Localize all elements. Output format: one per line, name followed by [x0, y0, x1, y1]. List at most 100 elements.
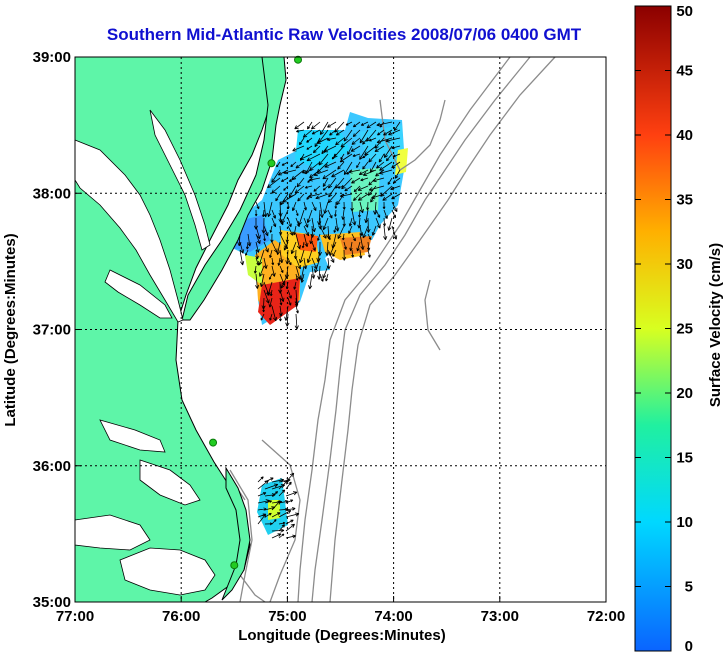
- velocity-arrow: [271, 491, 279, 497]
- velocity-arrow: [322, 177, 329, 188]
- velocity-arrow: [342, 233, 345, 241]
- velocity-arrow: [391, 201, 398, 213]
- velocity-arrow: [312, 145, 321, 154]
- velocity-arrow: [359, 225, 364, 236]
- colorbar-tick-label: 5: [685, 579, 693, 596]
- velocity-arrow: [288, 177, 297, 182]
- velocity-arrow: [271, 305, 278, 322]
- velocity-arrow: [378, 153, 385, 163]
- velocity-arrow: [325, 273, 329, 282]
- velocity-arrow: [246, 241, 249, 250]
- velocity-arrow: [263, 225, 269, 237]
- colorbar: 0 5 10 15 20 25 30 35 40 45 50 Surface Velocity (c…: [634, 3, 724, 655]
- velocity-arrow: [291, 201, 297, 212]
- velocity-arrow: [326, 257, 331, 270]
- velocity-arrow: [319, 273, 324, 282]
- velocity-arrow: [327, 121, 337, 128]
- velocity-arrow: [285, 249, 290, 265]
- velocity-arrow: [331, 169, 345, 178]
- y-tick-label: 37:00: [33, 322, 71, 339]
- velocity-arrow: [279, 297, 283, 306]
- velocity-arrow: [270, 233, 274, 243]
- velocity-arrow: [260, 313, 265, 321]
- velocity-arrow: [391, 161, 401, 169]
- velocity-arrow: [326, 137, 337, 141]
- velocity-arrow: [322, 169, 337, 180]
- velocity-arrow: [315, 193, 329, 200]
- velocity-arrow: [308, 273, 313, 290]
- velocity-arrow: [287, 225, 294, 236]
- velocity-arrow: [328, 185, 337, 198]
- velocity-arrow: [345, 121, 353, 126]
- velocity-arrow: [342, 201, 346, 210]
- coastal-landmass: [181, 56, 287, 321]
- velocity-arrow: [327, 249, 335, 263]
- velocity-arrow: [285, 281, 289, 290]
- velocity-arrow: [271, 533, 282, 539]
- velocity-arrow: [264, 512, 272, 518]
- velocity-arrow: [279, 217, 284, 226]
- velocity-arrow: [263, 289, 270, 304]
- velocity-arrow: [303, 217, 309, 228]
- velocity-arrow: [311, 129, 321, 135]
- velocity-arrow: [277, 257, 281, 266]
- velocity-arrow: [279, 265, 284, 273]
- velocity-arrow: [276, 241, 281, 255]
- velocity-arrow: [271, 185, 281, 194]
- velocity-arrow: [295, 217, 300, 227]
- velocity-arrow: [347, 145, 353, 155]
- velocity-arrow: [271, 257, 275, 266]
- velocity-patch: [340, 236, 372, 255]
- velocity-arrow: [287, 289, 292, 299]
- velocity-arrow: [257, 476, 264, 483]
- velocity-arrow: [359, 249, 363, 259]
- velocity-arrow: [285, 534, 296, 539]
- velocity-arrow: [255, 225, 261, 240]
- velocity-arrow: [267, 177, 281, 189]
- radar-station-marker: [209, 438, 218, 447]
- velocity-arrow: [337, 185, 345, 189]
- velocity-arrow: [335, 129, 345, 136]
- velocity-arrow: [339, 153, 353, 163]
- velocity-arrow: [351, 209, 357, 226]
- velocity-arrow: [376, 161, 385, 169]
- velocity-arrow: [287, 297, 292, 306]
- bathymetry-contour: [297, 56, 511, 603]
- velocity-arrow: [297, 193, 305, 202]
- velocity-arrow: [333, 225, 337, 233]
- velocity-arrow: [285, 523, 295, 532]
- colorbar-tick-label: 40: [676, 127, 693, 144]
- velocity-arrow: [239, 241, 245, 254]
- velocity-arrow: [348, 169, 361, 174]
- velocity-arrow: [351, 249, 355, 258]
- velocity-arrow: [344, 185, 353, 192]
- velocity-arrow: [299, 137, 305, 146]
- velocity-arrow: [255, 257, 260, 266]
- velocity-arrow: [281, 161, 289, 166]
- velocity-arrow: [306, 209, 313, 224]
- velocity-arrow: [271, 519, 277, 525]
- y-tick-label: 39:00: [33, 49, 71, 66]
- velocity-arrow: [290, 161, 297, 168]
- velocity-arrow: [295, 209, 299, 216]
- y-tick-label: 35:00: [33, 594, 71, 611]
- velocity-arrow: [311, 241, 316, 251]
- velocity-arrow: [306, 145, 313, 150]
- velocity-arrow: [294, 185, 305, 194]
- velocity-arrow: [362, 153, 369, 159]
- colorbar-ticks: 0 5 10 15 20 25 30 35 40 45 50: [635, 3, 693, 655]
- velocity-arrow: [341, 177, 353, 190]
- radar-stations: [209, 55, 303, 570]
- velocity-arrow: [375, 217, 381, 229]
- velocity-arrow: [383, 129, 393, 136]
- velocity-arrow: [374, 145, 385, 152]
- velocity-arrow: [358, 209, 362, 218]
- velocity-arrow: [337, 225, 345, 240]
- bay-water: [74, 514, 151, 551]
- colorbar-tick-label: 30: [676, 256, 693, 273]
- radar-station-marker: [230, 561, 239, 570]
- velocity-arrow: [257, 507, 267, 511]
- velocity-arrow: [393, 121, 401, 132]
- velocity-arrow: [253, 265, 257, 274]
